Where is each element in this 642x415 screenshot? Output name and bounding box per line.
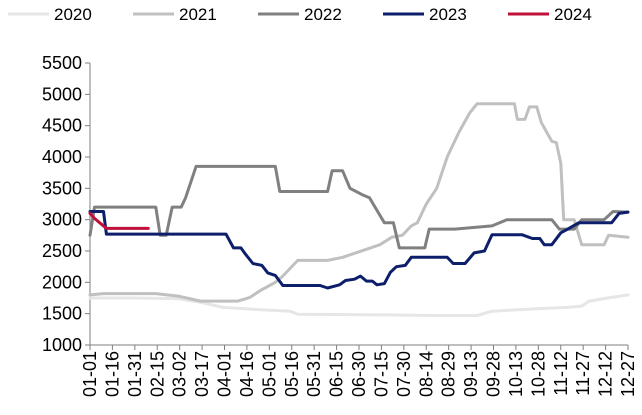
y-tick-label: 4000 <box>42 147 82 167</box>
y-tick-label: 3500 <box>42 178 82 198</box>
x-tick-label: 08-14 <box>416 351 436 397</box>
x-tick-label: 01-31 <box>125 351 145 397</box>
y-tick-label: 2000 <box>42 272 82 292</box>
x-tick-label: 01-16 <box>102 351 122 397</box>
series-line-2023 <box>88 210 630 290</box>
series-line-2021 <box>88 102 630 303</box>
y-tick-label: 5500 <box>42 53 82 73</box>
x-tick-label: 12-12 <box>596 351 616 397</box>
legend-label-2024: 2024 <box>554 5 592 24</box>
y-tick-label: 1500 <box>42 304 82 324</box>
legend: 2020 2021 2022 2023 2024 <box>8 5 592 24</box>
x-tick-label: 02-15 <box>147 351 167 397</box>
x-tick-label: 04-16 <box>237 351 257 397</box>
x-tick-label: 10-28 <box>528 351 548 397</box>
x-tick-label: 05-01 <box>259 351 279 397</box>
x-tick-label: 05-16 <box>282 351 302 397</box>
legend-label-2022: 2022 <box>304 5 342 24</box>
axes: 1000 1500 2000 2500 3000 3500 4000 4500 5000 5500… <box>42 53 638 397</box>
legend-label-2021: 2021 <box>179 5 217 24</box>
x-tick-label: 12-27 <box>618 351 638 397</box>
x-tick-label: 11-12 <box>551 351 571 396</box>
x-tick-label: 04-01 <box>215 351 235 397</box>
x-tick-label: 06-15 <box>327 351 347 397</box>
y-tick-label: 4500 <box>42 116 82 136</box>
x-tick-label: 05-31 <box>304 351 324 397</box>
x-tick-label: 03-02 <box>170 351 190 397</box>
y-tick-label: 3000 <box>42 210 82 230</box>
series-line-2024 <box>88 211 150 230</box>
x-tick-label: 03-17 <box>192 351 212 397</box>
x-tick-label: 07-15 <box>371 351 391 397</box>
y-tick-label: 2500 <box>42 241 82 261</box>
x-tick-label: 06-30 <box>349 351 369 397</box>
x-tick-label: 09-13 <box>461 351 481 397</box>
x-tick-label: 11-27 <box>573 351 593 396</box>
y-tick-label: 5000 <box>42 84 82 104</box>
series-line-2022 <box>88 164 630 250</box>
x-tick-label: 10-13 <box>506 351 526 397</box>
series-group <box>88 102 630 317</box>
x-tick-label: 07-30 <box>394 351 414 397</box>
x-tick-label: 08-29 <box>439 351 459 397</box>
y-tick-label: 1000 <box>42 335 82 355</box>
x-tick-label: 09-28 <box>484 351 504 397</box>
legend-label-2023: 2023 <box>429 5 467 24</box>
series-line-2020 <box>88 293 630 317</box>
x-tick-label: 01-01 <box>80 351 100 397</box>
legend-label-2020: 2020 <box>54 5 92 24</box>
